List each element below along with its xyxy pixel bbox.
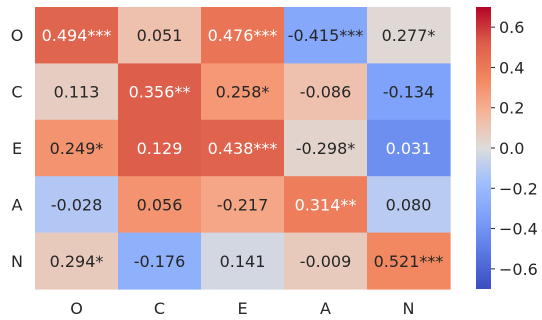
cell-value-label: -0.009 [300,252,352,271]
colorbar-tick-label: 0.2 [499,99,524,118]
heatmap-cell [35,7,119,64]
y-tick-label: O [11,26,24,45]
cell-value-label: 0.476*** [208,26,278,45]
x-tick-label: A [320,299,331,318]
heatmap-cell [201,232,285,290]
heatmap-cells: 0.494*** 0.051 0.476*** -0.415*** 0.277* 0.11… [35,7,451,290]
heatmap-cell [118,232,202,290]
heatmap-cell [284,176,368,234]
heatmap-cell [284,7,368,64]
colorbar-tick-label: −0.4 [499,220,538,239]
y-tick-label: C [11,83,22,102]
x-tick-label: N [403,299,415,318]
cell-value-label: -0.028 [51,195,103,214]
cell-value-label: 0.356** [129,83,191,102]
cell-value-label: 0.056 [137,195,183,214]
y-tick-label: E [12,139,22,158]
y-axis: O C E A N [11,26,24,271]
heatmap-cell [367,119,451,177]
cell-value-label: 0.031 [386,139,432,158]
cell-value-label: 0.113 [54,83,100,102]
heatmap-cell [35,63,119,121]
cell-value-label: 0.051 [137,26,183,45]
cell-value-label: 0.249* [50,139,104,158]
colorbar-gradient [476,7,491,289]
colorbar-tick-label: 0.0 [499,139,524,158]
colorbar-tick-label: 0.4 [499,58,524,77]
cell-value-label: 0.438*** [208,139,278,158]
heatmap-cell [284,232,368,290]
heatmap-cell [35,176,119,234]
colorbar-tick-label: −0.6 [499,260,538,279]
heatmap-cell [201,63,285,121]
cell-value-label: 0.080 [386,195,432,214]
heatmap-cell [118,176,202,234]
heatmap-cell [367,7,451,64]
colorbar: 0.6 0.4 0.2 0.0 −0.2 −0.4 −0.6 [476,7,538,289]
cell-value-label: 0.141 [220,252,266,271]
heatmap-cell [118,119,202,177]
heatmap-cell [367,63,451,121]
x-tick-label: O [70,299,83,318]
cell-value-label: -0.134 [383,83,435,102]
y-tick-label: N [11,252,23,271]
cell-value-label: 0.129 [137,139,183,158]
cell-value-label: 0.494*** [42,26,112,45]
colorbar-tick-label: 0.6 [499,18,524,37]
heatmap-cell [201,176,285,234]
cell-value-label: 0.258* [216,83,270,102]
heatmap-cell [201,119,285,177]
heatmap-cell [35,119,119,177]
x-tick-label: E [237,299,247,318]
heatmap-cell [118,7,202,64]
cell-value-label: 0.277* [382,26,436,45]
cell-value-label: -0.176 [134,252,186,271]
cell-value-label: 0.314** [295,195,357,214]
cell-value-label: 0.294* [50,252,104,271]
cell-value-label: -0.086 [300,83,352,102]
heatmap-cell [284,119,368,177]
cell-value-label: 0.521*** [374,252,444,271]
heatmap-cell [367,176,451,234]
heatmap-cell [367,232,451,290]
cell-value-label: -0.298* [296,139,356,158]
cell-value-label: -0.415*** [288,26,364,45]
heatmap-cell [284,63,368,121]
x-tick-label: C [154,299,165,318]
colorbar-tick-label: −0.2 [499,179,538,198]
heatmap-cell [35,232,119,290]
heatmap-cell [201,7,285,64]
cell-value-label: -0.217 [217,195,269,214]
y-tick-label: A [12,195,23,214]
heatmap-cell [118,63,202,121]
